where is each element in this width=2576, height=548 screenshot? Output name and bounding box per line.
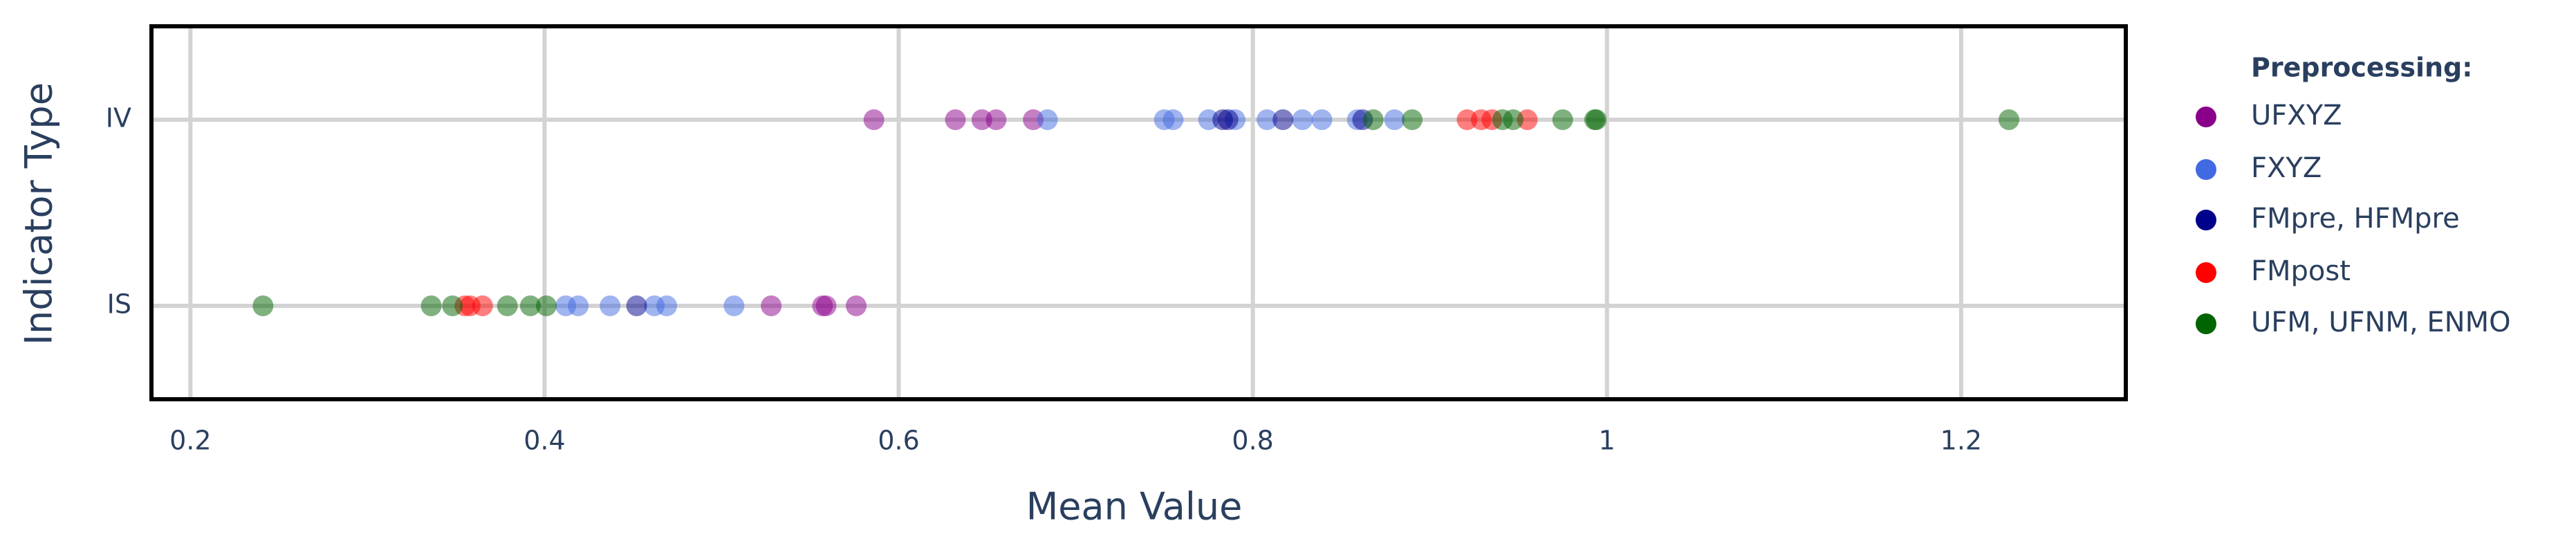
legend-marker (2196, 313, 2216, 334)
point (472, 295, 493, 316)
legend-title: Preprocessing: (2251, 53, 2472, 83)
point (536, 295, 557, 316)
y-tick-label: IV (106, 103, 131, 134)
point (1552, 109, 1573, 130)
point (985, 109, 1007, 130)
legend-marker (2196, 210, 2216, 230)
point (626, 295, 647, 316)
point (1311, 109, 1333, 130)
point (600, 295, 621, 316)
legend-label: FMpre, HFMpre (2251, 203, 2460, 235)
point (1272, 109, 1294, 130)
legend-marker (2196, 107, 2216, 127)
x-tick-label: 0.4 (523, 426, 565, 456)
point (252, 295, 274, 316)
point (1362, 109, 1384, 130)
point (863, 109, 884, 130)
point (761, 295, 782, 316)
point (656, 295, 678, 316)
legend-label: UFXYZ (2251, 100, 2342, 131)
point (815, 295, 837, 316)
legend-label: FMpost (2251, 255, 2351, 287)
legend-marker (2196, 159, 2216, 180)
point (723, 295, 745, 316)
x-tick-label: 0.8 (1232, 426, 1273, 456)
point (497, 295, 518, 316)
point (568, 295, 589, 316)
point (1402, 109, 1423, 130)
legend-label: UFM, UFNM, ENMO (2251, 307, 2511, 338)
legend-marker (2196, 262, 2216, 283)
point (519, 295, 541, 316)
point (1162, 109, 1184, 130)
y-axis-title: Indicator Type (17, 82, 61, 345)
plot-border (149, 24, 2128, 401)
point (1217, 109, 1239, 130)
x-tick-label: 0.2 (169, 426, 211, 456)
point (1999, 109, 2020, 130)
x-tick-label: 0.6 (878, 426, 919, 456)
point (846, 295, 867, 316)
point (1586, 109, 1607, 130)
point (1292, 109, 1313, 130)
legend-label: FXYZ (2251, 152, 2322, 184)
point (442, 295, 463, 316)
point (1257, 109, 1278, 130)
x-tick-label: 1 (1599, 426, 1615, 456)
x-tick-label: 1.2 (1940, 426, 1982, 456)
point (1384, 109, 1405, 130)
point (1503, 109, 1524, 130)
point (945, 109, 966, 130)
y-tick-label: IS (107, 289, 131, 320)
x-axis-title: Mean Value (1026, 485, 1243, 529)
point (1037, 109, 1058, 130)
point (420, 295, 442, 316)
